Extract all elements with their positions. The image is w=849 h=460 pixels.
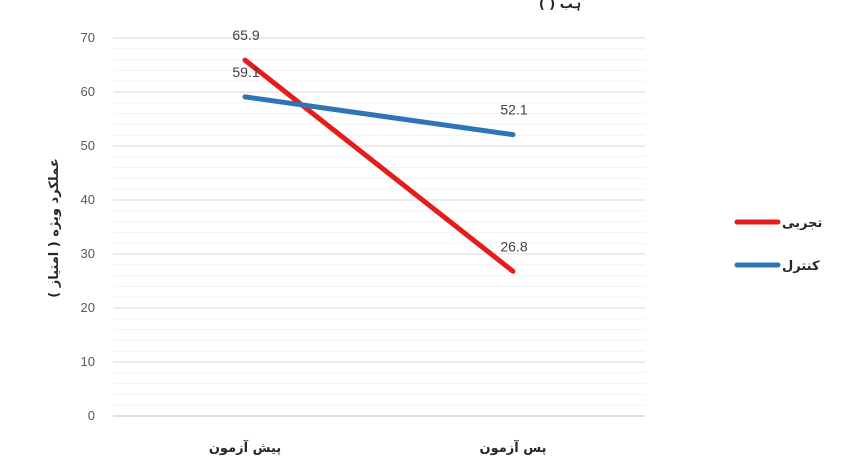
x-category-label: پس آزمون — [479, 439, 546, 456]
y-tick-label: 60 — [81, 84, 95, 99]
top-text: ( ) ہب — [539, 0, 581, 12]
y-axis-label: عملکرد ویژه ( امتیاز ) — [47, 158, 62, 297]
legend-label: تجربی — [782, 216, 822, 231]
series-line — [242, 57, 516, 274]
y-tick-label: 30 — [81, 246, 95, 261]
data-labels: 65.9 26.8 59.1 52.1 — [232, 27, 527, 254]
y-tick-labels: 0 10 20 30 40 50 60 70 — [81, 30, 95, 423]
y-tick-label: 70 — [81, 30, 95, 45]
series-line — [242, 94, 516, 138]
x-category-labels: پیش آزمون پس آزمون — [209, 439, 547, 456]
legend-label: کنترل — [782, 259, 820, 274]
y-tick-label: 20 — [81, 300, 95, 315]
data-label: 26.8 — [500, 238, 527, 254]
data-label: 65.9 — [232, 27, 259, 43]
legend: تجربی کنترل — [734, 216, 822, 274]
series-lines — [242, 57, 516, 274]
grid-lines — [113, 37, 645, 417]
data-label: 59.1 — [232, 64, 259, 80]
y-tick-label: 40 — [81, 192, 95, 207]
y-tick-label: 0 — [88, 408, 95, 423]
x-category-label: پیش آزمون — [209, 439, 281, 456]
y-tick-label: 50 — [81, 138, 95, 153]
y-tick-label: 10 — [81, 354, 95, 369]
data-label: 52.1 — [500, 102, 527, 118]
